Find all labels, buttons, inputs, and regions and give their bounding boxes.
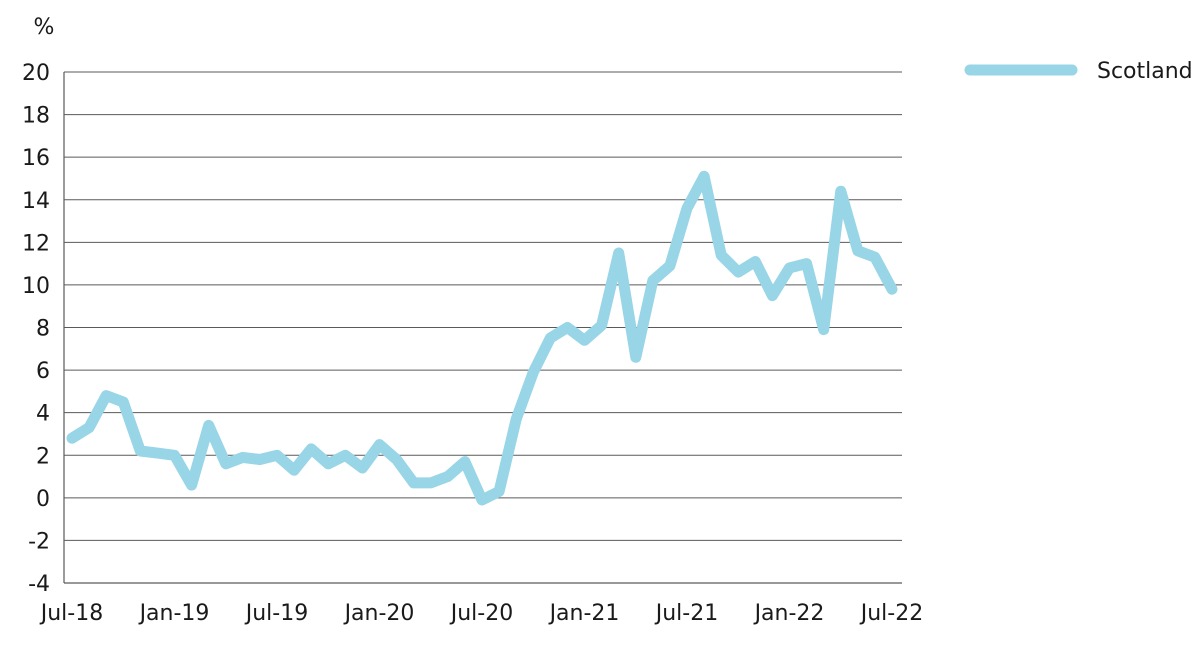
series-group [66, 170, 898, 506]
y-tick-label: 16 [22, 146, 50, 171]
grid-lines [64, 71, 902, 541]
x-tick-label: Jul-18 [39, 601, 103, 626]
x-tick-label: Jan-19 [138, 601, 210, 626]
x-axis-ticks: Jul-18 Jan-19 Jul-19 Jan-20 Jul-20 Jan-21 Jul-… [39, 601, 923, 626]
y-tick-label: 8 [36, 317, 50, 342]
series-line-scotland [66, 170, 898, 506]
y-tick-label: 10 [22, 274, 50, 299]
y-tick-label: 18 [22, 104, 50, 129]
x-tick-label: Jul-19 [244, 601, 308, 626]
legend-label-scotland: Scotland [1097, 59, 1193, 84]
y-tick-label: 2 [36, 444, 50, 469]
x-tick-label: Jul-21 [654, 601, 718, 626]
x-tick-label: Jul-20 [449, 601, 513, 626]
y-tick-label: 14 [22, 189, 50, 214]
x-tick-label: Jan-22 [753, 601, 825, 626]
y-tick-label: 20 [22, 61, 50, 86]
x-tick-label: Jan-20 [343, 601, 415, 626]
y-tick-label: -2 [28, 529, 50, 554]
y-axis-unit-label: % [34, 15, 55, 40]
x-tick-label: Jan-21 [548, 601, 620, 626]
x-tick-label: Jul-22 [859, 601, 923, 626]
y-tick-label: 4 [36, 402, 50, 427]
y-tick-label: -4 [28, 572, 50, 597]
axes [63, 72, 902, 584]
legend: Scotland [964, 59, 1193, 84]
y-tick-label: 6 [36, 359, 50, 384]
y-tick-label: 0 [36, 487, 50, 512]
y-tick-label: 12 [22, 231, 50, 256]
